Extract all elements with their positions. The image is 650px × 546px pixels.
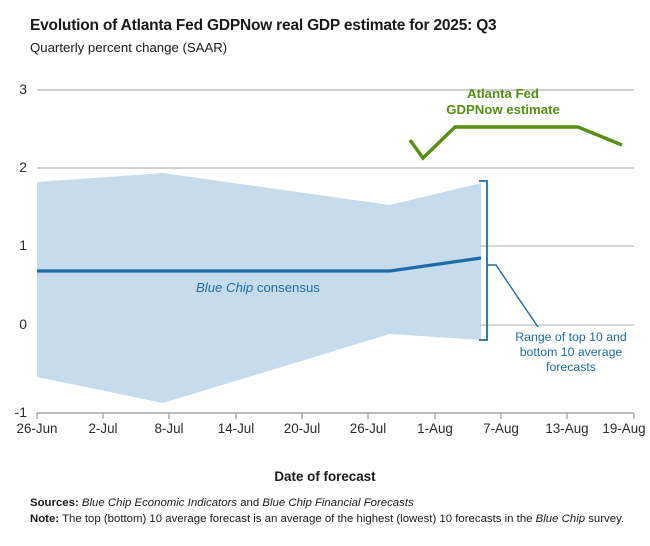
- x-tick-label: 8-Jul: [154, 421, 184, 436]
- bluechip-consensus-annotation: Blue Chip consensus: [196, 280, 320, 295]
- x-tick-label: 2-Jul: [88, 421, 118, 436]
- x-axis: [36, 412, 635, 419]
- sources-note: Sources: Blue Chip Economic Indicators a…: [30, 497, 414, 509]
- range-leader-line: [488, 264, 539, 328]
- x-tick-label: 13-Aug: [545, 421, 589, 436]
- bluechip-range-band: [37, 173, 481, 403]
- y-tick-label: 1: [19, 237, 27, 253]
- range-annotation-line3: forecasts: [546, 360, 596, 374]
- footnote: Note: The top (bottom) 10 average foreca…: [30, 513, 624, 525]
- note-text-part2: survey.: [585, 513, 625, 525]
- x-tick-label: 7-Aug: [483, 421, 519, 436]
- sources-pub-1: Blue Chip Economic Indicators: [81, 497, 238, 509]
- sources-conjunction: and: [237, 497, 263, 509]
- x-tick-label: 20-Jul: [283, 421, 321, 436]
- range-annotation: Range of top 10 and bottom 10 average fo…: [496, 330, 646, 375]
- note-italic-text: Blue Chip: [535, 513, 586, 525]
- bluechip-italic-text: Blue Chip: [196, 280, 254, 295]
- gdpnow-annotation: Atlanta Fed GDPNow estimate: [408, 86, 598, 118]
- x-tick-label: 14-Jul: [217, 421, 255, 436]
- bluechip-consensus-text: consensus: [253, 280, 320, 295]
- y-tick-label: 3: [19, 81, 27, 97]
- range-annotation-line2: bottom 10 average: [519, 345, 623, 359]
- x-tick-label: 26-Jul: [349, 421, 387, 436]
- x-tick-label: 19-Aug: [602, 421, 646, 436]
- x-axis-title: Date of forecast: [274, 469, 376, 484]
- chart-subtitle: Quarterly percent change (SAAR): [30, 40, 228, 55]
- gdpnow-annotation-line2: GDPNow estimate: [446, 102, 560, 117]
- note-text-part1: The top (bottom) 10 average forecast is …: [59, 513, 536, 525]
- range-annotation-line1: Range of top 10 and: [515, 330, 627, 344]
- page-title: Evolution of Atlanta Fed GDPNow real GDP…: [30, 17, 497, 34]
- x-tick-label: 1-Aug: [417, 421, 453, 436]
- gdpnow-estimate-line: [408, 125, 623, 161]
- bluechip-consensus-line: [37, 256, 482, 273]
- sources-label: Sources:: [30, 497, 79, 509]
- gdpnow-annotation-line1: Atlanta Fed: [467, 86, 539, 101]
- sources-pub-2: Blue Chip Financial Forecasts: [262, 497, 414, 509]
- y-tick-label: 0: [19, 316, 27, 332]
- range-bracket: [479, 180, 488, 341]
- x-tick-label: 26-Jun: [16, 421, 58, 436]
- y-tick-label: 2: [19, 159, 27, 175]
- y-tick-label: -1: [14, 404, 27, 420]
- note-label: Note:: [30, 513, 60, 525]
